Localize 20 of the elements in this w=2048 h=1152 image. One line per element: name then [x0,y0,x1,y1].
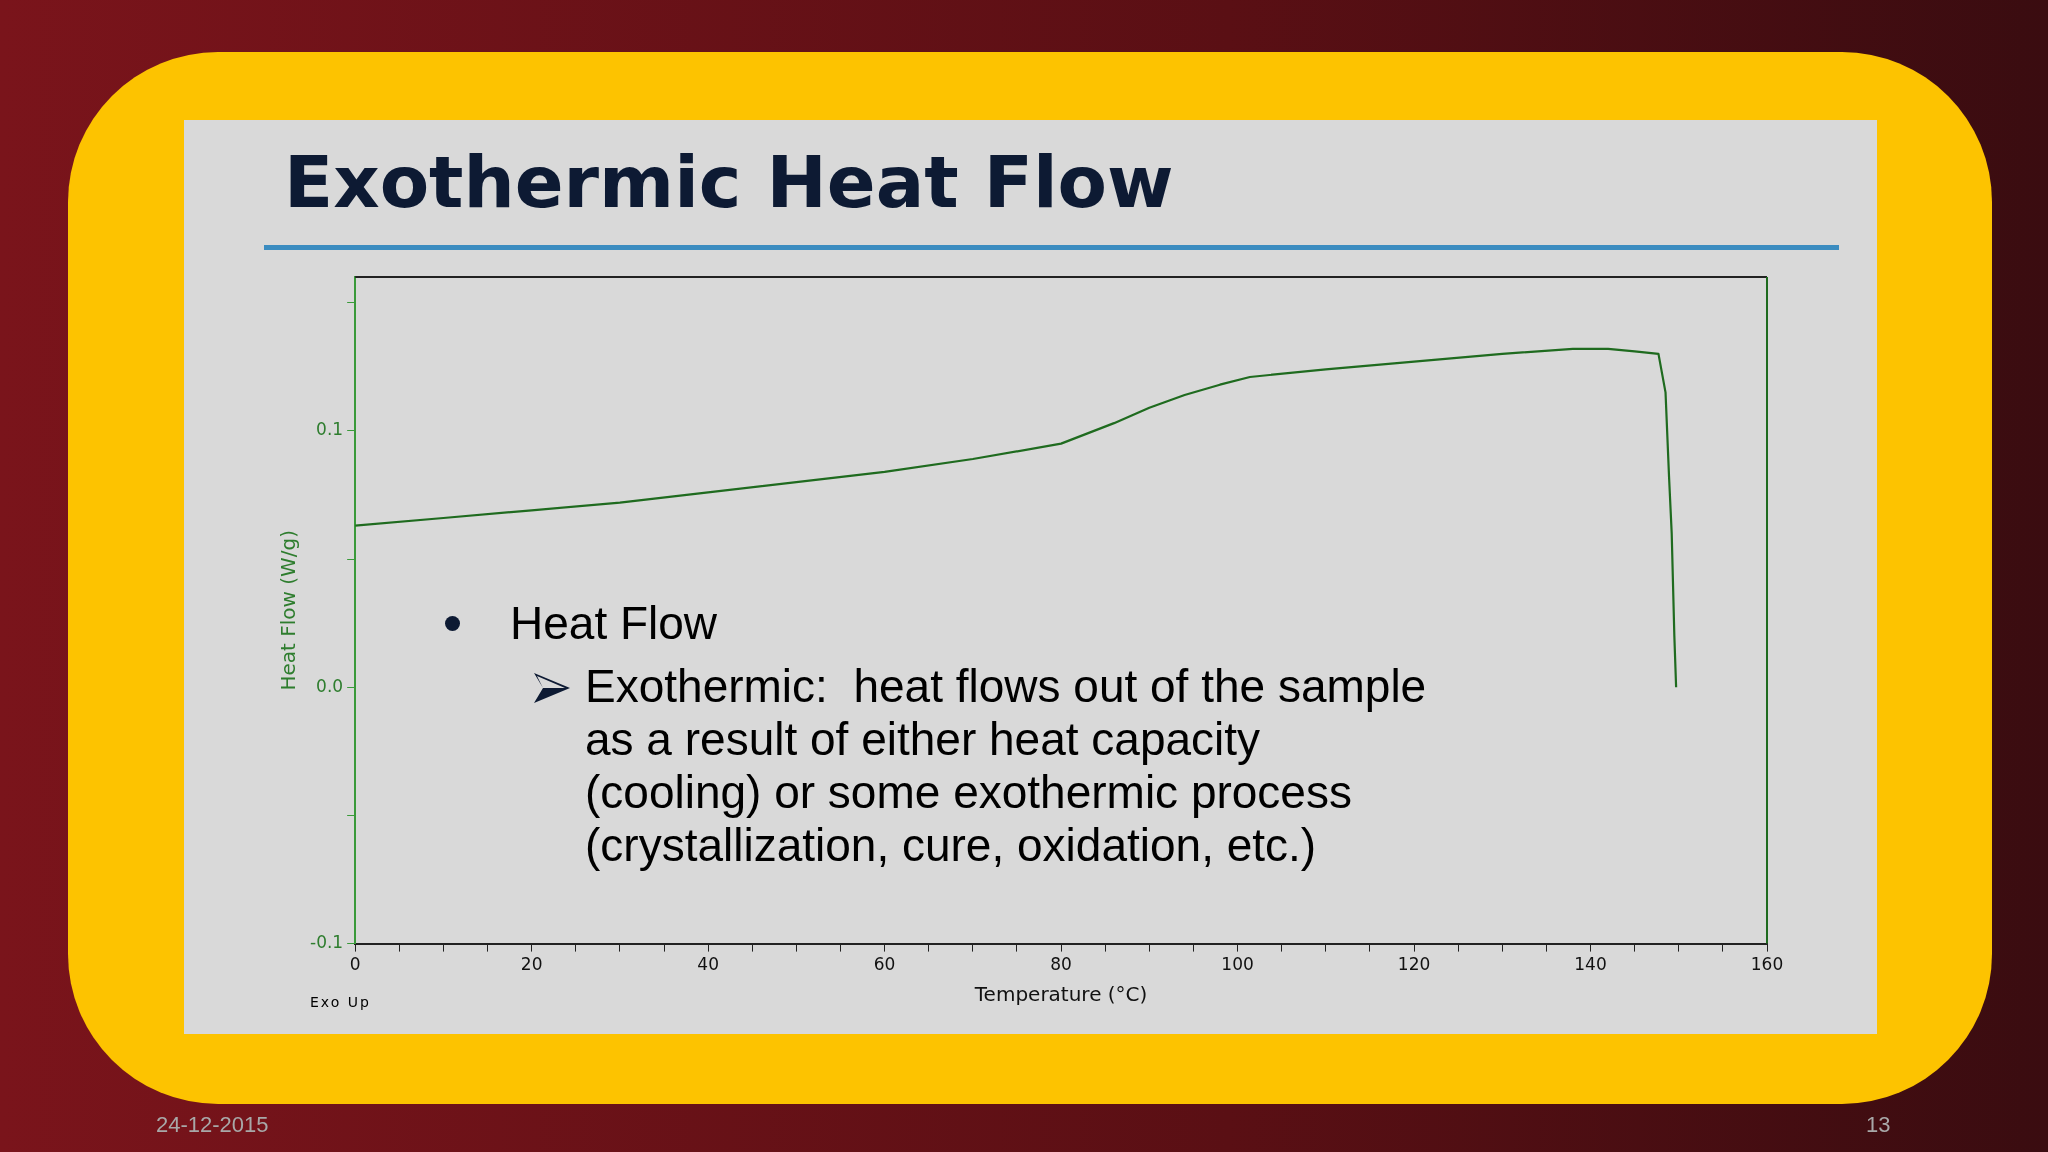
y-tick-label: 0.0 [316,675,344,696]
x-tick-label: 120 [1397,954,1431,975]
text: Exo Up [310,994,371,1010]
x-tick-label: 80 [1050,954,1072,975]
y-tick-label: 0.1 [316,419,344,440]
y-tick-label: -0.1 [310,932,344,953]
x-tick-label: 160 [1750,954,1784,975]
annotation: Exothermic: heat flows out of the sample as a result of either heat capacity (cooling) or some exothermic process (crystallization, cure, oxidation, etc.) [585,660,1427,872]
x-tick-label: 100 [1221,954,1254,975]
y-axis-title: Heat Flow (W/g) [276,529,301,691]
x-tick-label: 40 [697,954,719,975]
x-tick-label: 0 [349,954,361,975]
chart-title: Exothermic Heat Flow [284,140,1174,224]
x-tick-label: 140 [1574,954,1607,975]
annotation: Heat Flow [510,596,718,650]
text: 13 [1866,1112,1891,1138]
text: 24-12-2015 [156,1112,269,1138]
x-tick-label: 60 [873,954,896,975]
x-axis-title: Temperature (°C) [973,982,1148,1007]
x-tick-label: 20 [520,954,543,975]
